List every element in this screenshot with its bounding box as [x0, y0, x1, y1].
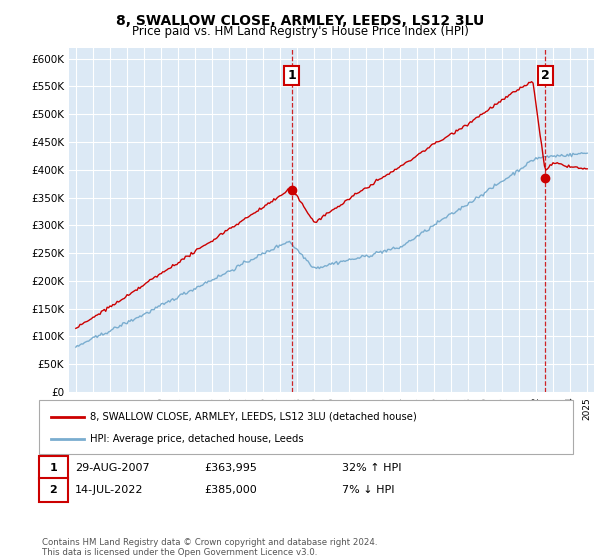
Text: 7% ↓ HPI: 7% ↓ HPI [342, 485, 395, 495]
Text: 8, SWALLOW CLOSE, ARMLEY, LEEDS, LS12 3LU (detached house): 8, SWALLOW CLOSE, ARMLEY, LEEDS, LS12 3L… [90, 412, 417, 422]
Text: 2: 2 [50, 485, 57, 495]
Text: 8, SWALLOW CLOSE, ARMLEY, LEEDS, LS12 3LU: 8, SWALLOW CLOSE, ARMLEY, LEEDS, LS12 3L… [116, 14, 484, 28]
Text: £385,000: £385,000 [204, 485, 257, 495]
Text: 32% ↑ HPI: 32% ↑ HPI [342, 463, 401, 473]
Text: Contains HM Land Registry data © Crown copyright and database right 2024.
This d: Contains HM Land Registry data © Crown c… [42, 538, 377, 557]
Text: Price paid vs. HM Land Registry's House Price Index (HPI): Price paid vs. HM Land Registry's House … [131, 25, 469, 38]
Text: 1: 1 [287, 69, 296, 82]
Text: 2: 2 [541, 69, 550, 82]
Text: 29-AUG-2007: 29-AUG-2007 [75, 463, 149, 473]
Text: 1: 1 [50, 463, 57, 473]
Text: £363,995: £363,995 [204, 463, 257, 473]
Text: HPI: Average price, detached house, Leeds: HPI: Average price, detached house, Leed… [90, 434, 304, 444]
Text: 14-JUL-2022: 14-JUL-2022 [75, 485, 143, 495]
